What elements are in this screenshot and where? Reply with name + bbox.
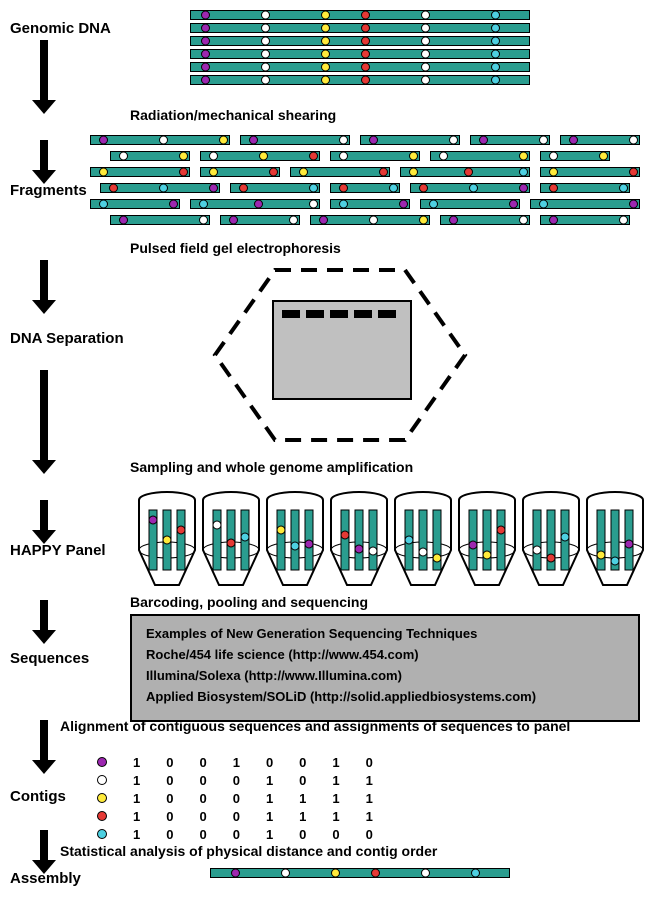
stage-separation: DNA Separation	[10, 330, 124, 347]
step-pfge: Pulsed field gel electrophoresis	[130, 240, 341, 256]
stage-genomic: Genomic DNA	[10, 20, 111, 37]
step-sampling: Sampling and whole genome amplification	[130, 459, 413, 475]
step-stats: Statistical analysis of physical distanc…	[60, 843, 437, 859]
step-barcode: Barcoding, pooling and sequencing	[130, 594, 368, 610]
gel-box	[272, 300, 412, 400]
stage-sequences: Sequences	[10, 650, 89, 667]
contig-table: 1001001010001011100011111000111110001000	[95, 752, 399, 844]
seq-r2: Illumina/Solexa (http://www.Illumina.com…	[146, 668, 624, 683]
seq-r1: Roche/454 life science (http://www.454.c…	[146, 647, 624, 662]
seq-r3: Applied Biosystem/SOLiD (http://solid.ap…	[146, 689, 624, 704]
sequencing-box: Examples of New Generation Sequencing Te…	[130, 614, 640, 722]
seq-title: Examples of New Generation Sequencing Te…	[146, 626, 624, 641]
stage-panel: HAPPY Panel	[10, 542, 106, 559]
step-shear: Radiation/mechanical shearing	[130, 107, 336, 123]
stage-contigs: Contigs	[10, 788, 66, 805]
stage-fragments: Fragments	[10, 182, 87, 199]
